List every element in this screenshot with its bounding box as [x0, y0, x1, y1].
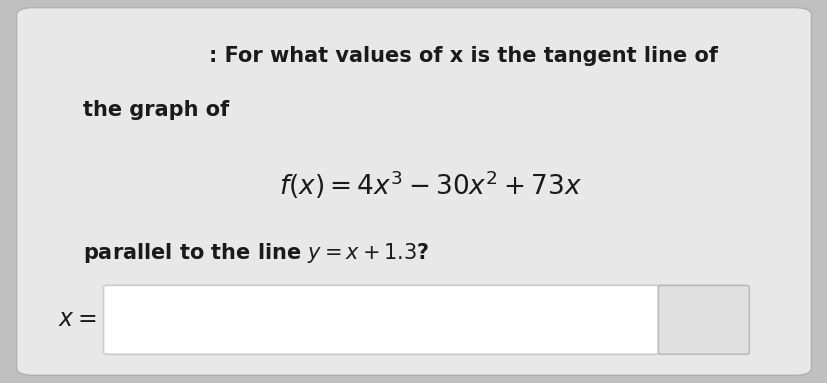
Text: parallel to the line $y = x + 1.3$?: parallel to the line $y = x + 1.3$?: [83, 241, 429, 265]
Text: $x =$: $x =$: [58, 308, 96, 331]
Text: $f(x) = 4x^3 - 30x^2 + 73x$: $f(x) = 4x^3 - 30x^2 + 73x$: [279, 169, 581, 201]
Text: : For what values of x is the tangent line of: : For what values of x is the tangent li…: [209, 46, 717, 66]
Text: the graph of: the graph of: [83, 100, 229, 119]
